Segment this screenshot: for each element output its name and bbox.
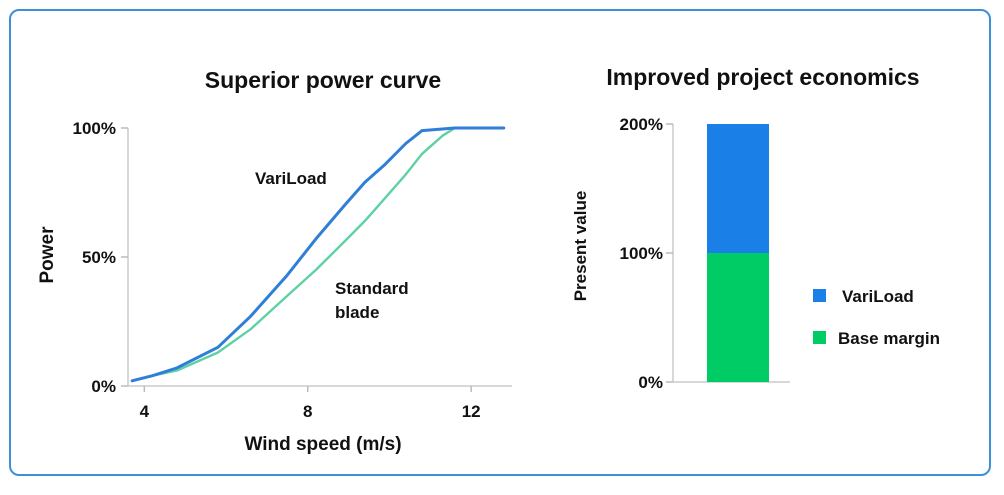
bar-segment-base-margin <box>707 253 769 382</box>
power-curve-ticks: 0% 50% 100% 4 8 12 <box>73 119 481 421</box>
annotation-variload: VariLoad <box>255 169 327 188</box>
power-curve-series <box>130 126 506 383</box>
economics-y-tick-label: 200% <box>620 115 663 134</box>
power-curve-y-tick-label: 50% <box>82 248 116 267</box>
power-curve-x-tick-label: 12 <box>462 402 481 421</box>
power-curve-axes <box>127 128 512 387</box>
power-curve-x-tick-label: 8 <box>303 402 312 421</box>
series-line-standard-blade <box>130 126 505 382</box>
economics-bars <box>707 124 769 382</box>
power-curve-x-label: Wind speed (m/s) <box>244 434 401 455</box>
legend-swatch-base-margin <box>813 331 826 344</box>
economics-title: Improved project economics <box>606 64 919 90</box>
bar-segment-variload <box>707 124 769 253</box>
economics-ticks: 0% 100% 200% <box>620 115 673 392</box>
series-line-variload <box>130 126 506 383</box>
legend-swatch-variload <box>813 289 826 302</box>
power-curve-title: Superior power curve <box>205 67 441 93</box>
power-curve-y-label: Power <box>37 226 58 284</box>
power-curve-y-tick-label: 100% <box>73 119 116 138</box>
economics-y-label: Present value <box>571 191 590 302</box>
legend-label-base-margin: Base margin <box>838 329 940 348</box>
chart-frame <box>9 9 991 476</box>
economics-y-tick-label: 100% <box>620 244 663 263</box>
annotation-standard-blade-line1: Standard <box>335 279 409 298</box>
economics-y-tick-label: 0% <box>638 373 663 392</box>
power-curve-x-tick-label: 4 <box>140 402 150 421</box>
economics-legend: VariLoad Base margin <box>813 287 940 348</box>
annotation-standard-blade-line2: blade <box>335 303 379 322</box>
legend-label-variload: VariLoad <box>842 287 914 306</box>
power-curve-y-tick-label: 0% <box>91 377 116 396</box>
